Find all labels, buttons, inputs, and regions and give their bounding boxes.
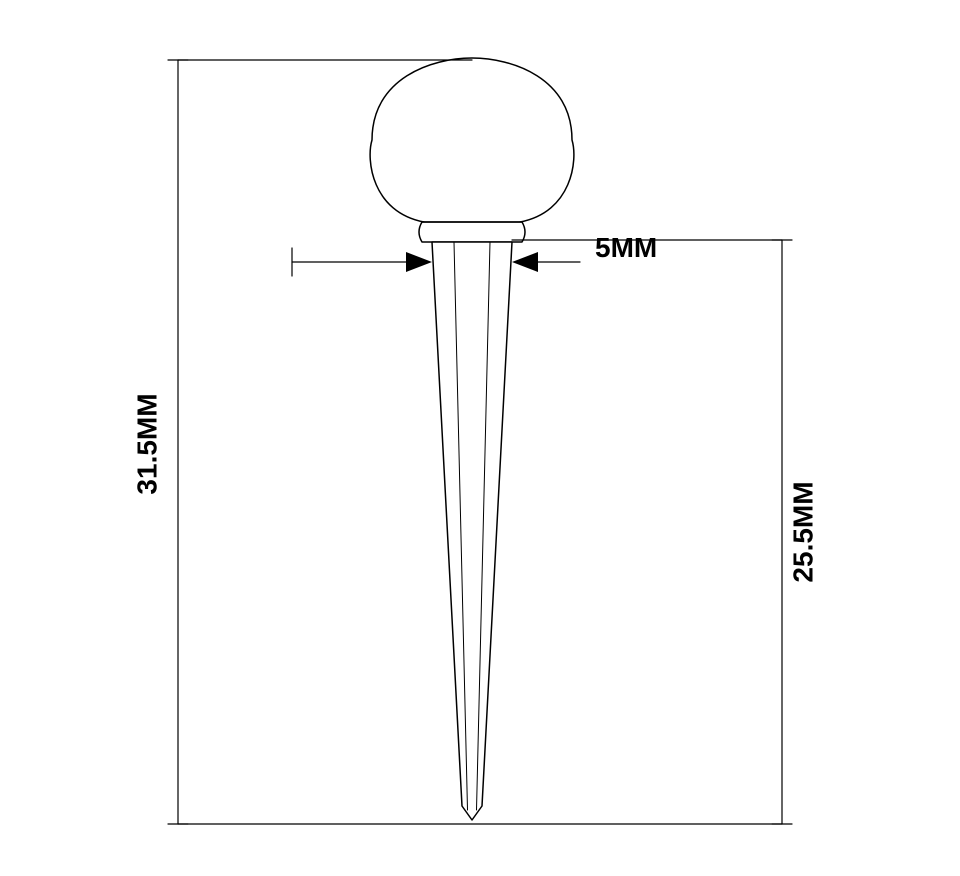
drawing-canvas: 31.5MM 25.5MM 5MM [0, 0, 960, 876]
total-length-label: 31.5MM [132, 393, 164, 494]
shaft-length-label: 25.5MM [788, 481, 820, 582]
shaft-diameter-label: 5MM [595, 232, 657, 264]
